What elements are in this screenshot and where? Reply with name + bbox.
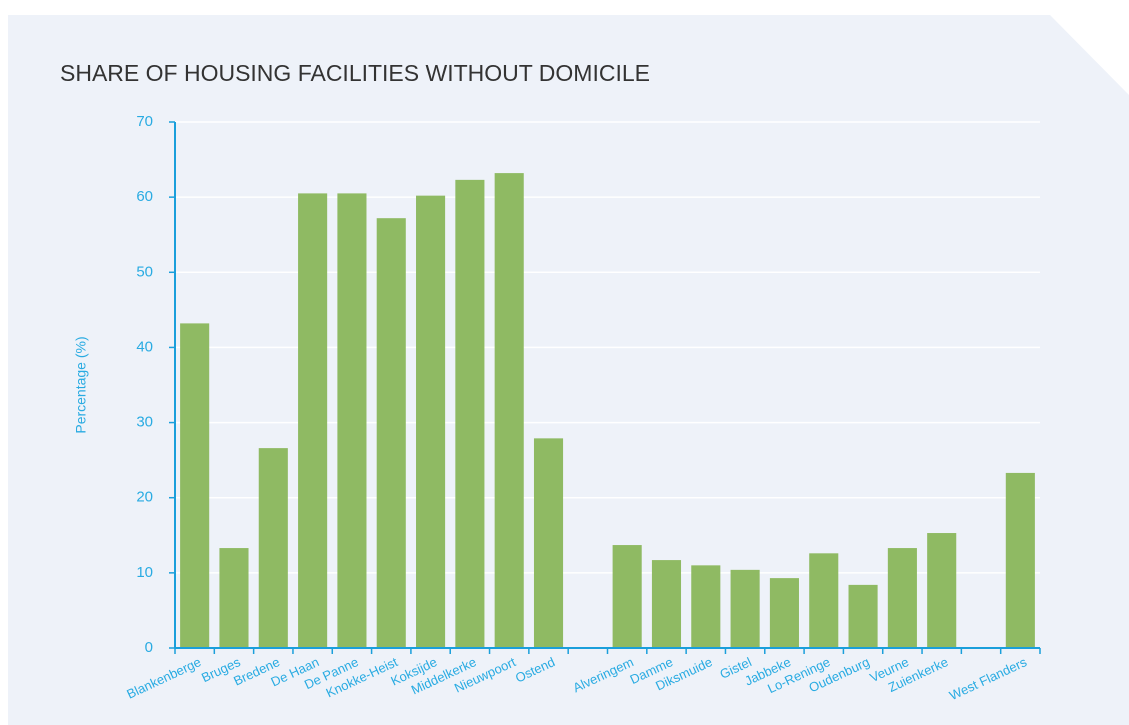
bar	[848, 584, 878, 648]
chart-title: SHARE OF HOUSING FACILITIES WITHOUT DOMI…	[60, 60, 650, 86]
panel	[8, 15, 1129, 725]
y-tick-label: 60	[136, 188, 153, 205]
y-tick-label: 50	[136, 263, 153, 280]
bar	[887, 548, 917, 648]
bar	[455, 179, 485, 649]
bar	[416, 195, 446, 648]
bar	[651, 560, 682, 648]
y-tick-label: 70	[136, 113, 153, 130]
bar	[219, 548, 249, 648]
bar	[730, 569, 760, 648]
bar	[298, 193, 328, 648]
y-tick-label: 0	[145, 639, 153, 656]
bar	[376, 218, 406, 648]
bar	[927, 533, 957, 648]
bar	[809, 553, 839, 648]
bar	[612, 545, 642, 648]
y-tick-label: 30	[136, 414, 153, 431]
bar	[1005, 472, 1035, 648]
bar	[180, 323, 210, 648]
bar	[691, 565, 721, 648]
bar	[337, 193, 367, 648]
y-tick-label: 40	[136, 338, 153, 355]
y-tick-label: 20	[136, 489, 153, 506]
bar	[494, 173, 524, 648]
bar	[533, 438, 564, 648]
bar	[769, 578, 799, 648]
bar	[258, 448, 288, 648]
y-tick-label: 10	[136, 564, 153, 581]
y-axis-label: Percentage (%)	[73, 336, 89, 433]
